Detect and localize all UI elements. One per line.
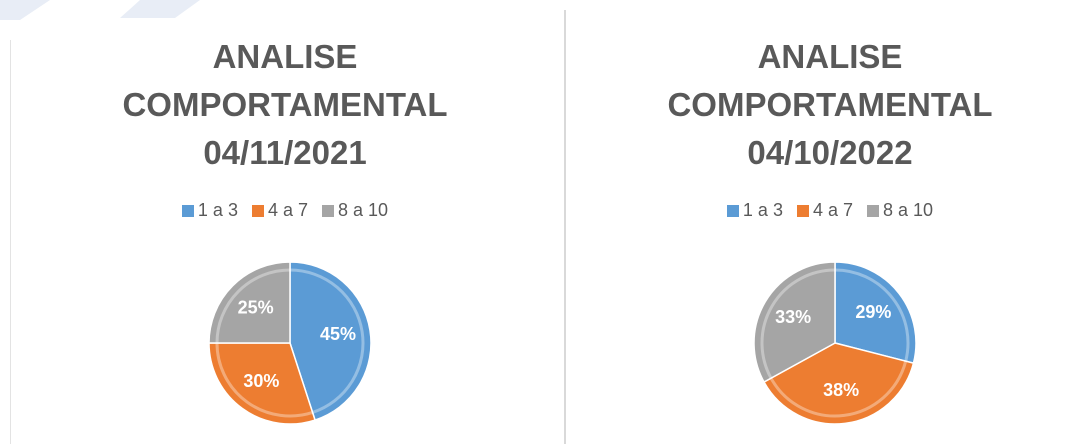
data-label: 38% [823,380,859,400]
pie-slice [289,261,372,421]
data-label: 29% [855,302,891,322]
legend: 1 a 3 4 a 7 8 a 10 [5,200,565,221]
pie-chart: 45% 30% 25% [208,261,372,425]
legend-label: 4 a 7 [267,200,309,220]
legend-item: 1 a 3 [181,200,238,221]
deco-shape [120,0,200,18]
legend-swatch [181,204,194,217]
legend-swatch [867,204,880,217]
legend-item: 4 a 7 [796,200,854,221]
data-label: 33% [775,307,811,327]
chart-title: ANALISE COMPORTAMENTAL 04/10/2022 [667,38,993,171]
pie-chart: 29% 38% 33% [753,261,917,425]
legend-item: 8 a 10 [867,200,933,221]
divider [564,10,566,444]
chart-panel: ANALISE COMPORTAMENTAL 04/11/2021 1 a 3 4 … [5,0,565,444]
pie-slice [208,342,316,425]
data-label: 30% [243,371,279,391]
legend-label: 4 a 7 [812,200,854,220]
edge-line [10,40,11,444]
pie-slice [753,261,836,384]
legend-swatch [251,204,264,217]
legend-swatch [796,204,809,217]
slice-bevel [834,268,910,362]
slice-bevel [215,268,291,344]
legend-label: 8 a 10 [338,200,389,220]
legend: 1 a 3 4 a 7 8 a 10 [550,200,1084,221]
data-label: 25% [238,297,274,317]
decoration [0,0,200,20]
slice-bevel [760,268,836,379]
legend-item: 8 a 10 [322,200,388,221]
legend-item: 4 a 7 [251,200,309,221]
slice-bevel [289,268,365,414]
slice-bevel [769,360,908,418]
chart-title: ANALISE COMPORTAMENTAL 04/11/2021 [122,38,448,171]
pie-slice [762,342,915,425]
legend-swatch [322,204,335,217]
pie-slice [208,261,291,344]
deco-shape [0,0,50,20]
legend-label: 1 a 3 [742,200,783,220]
legend-swatch [726,204,739,217]
legend-label: 8 a 10 [883,200,934,220]
data-label: 45% [320,324,356,344]
legend-item: 1 a 3 [726,200,783,221]
legend-label: 1 a 3 [197,200,238,220]
pie-slice [834,261,917,365]
slice-bevel [215,342,314,418]
chart-panel: ANALISE COMPORTAMENTAL 04/10/2022 1 a 3 4 … [550,0,1084,444]
